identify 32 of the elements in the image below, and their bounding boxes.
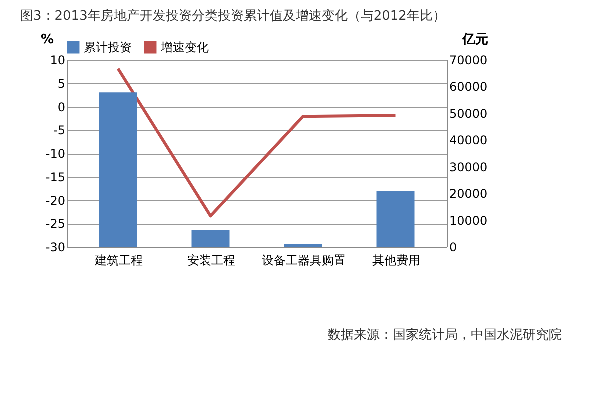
line-series (116, 67, 398, 218)
y-tick-label: -20 (46, 194, 66, 208)
x-tick-label: 设备工器具购置 (262, 254, 346, 268)
y2-tick-label: 0 (450, 240, 458, 254)
y-tick-label: -30 (46, 240, 66, 254)
bar (376, 191, 415, 247)
y-tick-label: -10 (46, 147, 66, 161)
legend-label: 累计投资 (84, 40, 132, 55)
legend-label: 增速变化 (160, 40, 209, 55)
y2-tick-label: 20000 (450, 187, 488, 202)
source-note: 数据来源：国家统计局，中国水泥研究院 (328, 327, 562, 343)
x-tick-label: 安装工程 (187, 254, 236, 268)
y-tick-label: -5 (54, 124, 66, 138)
y-tick-label: 5 (58, 76, 66, 91)
y-tick-label: -15 (46, 170, 66, 184)
y-tick-label: 0 (58, 100, 66, 114)
y2-tick-label: 30000 (450, 160, 488, 174)
y2-axis-title: 亿元 (462, 32, 488, 48)
y-tick-label: 10 (50, 54, 66, 68)
x-tick-label: 建筑工程 (94, 254, 143, 268)
y2-tick-label: 10000 (450, 214, 488, 228)
y2-tick-label: 50000 (450, 106, 488, 121)
chart-title: 图3：2013年房地产开发投资分类投资累计值及增速变化（与2012年比） (20, 8, 446, 24)
y-axis-title: % (40, 32, 54, 48)
x-tick-label: 其他费用 (372, 254, 420, 268)
bar (192, 230, 230, 247)
bar (284, 244, 322, 247)
y2-tick-label: 70000 (450, 54, 488, 68)
y-tick-label: -25 (46, 217, 66, 232)
bar (99, 92, 138, 247)
y2-tick-label: 40000 (450, 134, 488, 148)
y2-tick-label: 60000 (450, 80, 488, 94)
